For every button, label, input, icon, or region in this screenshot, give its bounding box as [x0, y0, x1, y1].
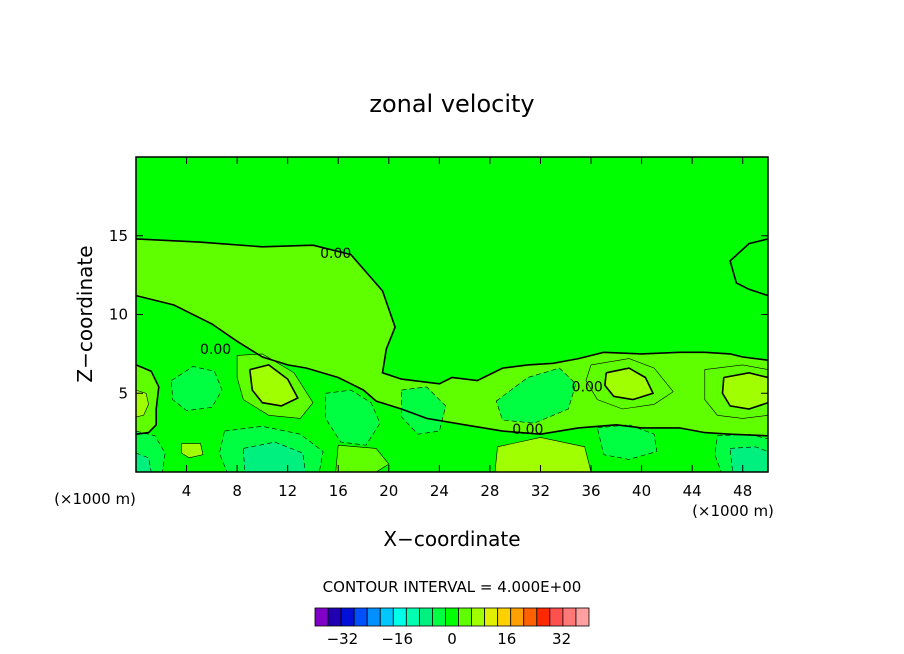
x-tick-label: 12 [278, 482, 297, 500]
colorbar-swatch [575, 607, 590, 627]
chart-title: zonal velocity [369, 90, 534, 118]
x-tick-label: 48 [733, 482, 752, 500]
colorbar-swatch [314, 607, 329, 627]
x-tick-label: 40 [632, 482, 651, 500]
x-axis-ticks: 4 8 12 16 20 24 28 32 36 40 44 48 [182, 157, 752, 500]
colorbar-swatch [484, 607, 499, 627]
colorbar-swatch [549, 607, 564, 627]
x-axis-label: X−coordinate [383, 527, 520, 551]
colorbar-tick-label: −16 [381, 630, 413, 648]
x-tick-label: 28 [480, 482, 499, 500]
colorbar-swatch [523, 607, 538, 627]
colorbar-swatch [497, 607, 512, 627]
y-axis-ticks: 5 10 15 [109, 227, 768, 402]
x-tick-label: 4 [182, 482, 192, 500]
y-tick-label: 10 [109, 306, 128, 324]
plot-area: 0.00 0.00 0.00 0.00 [135, 156, 769, 473]
colorbar-swatch [471, 607, 486, 627]
colorbar-swatch [432, 607, 446, 627]
velocity-field [136, 157, 768, 472]
contour-line [249, 364, 299, 407]
contour-line [723, 371, 768, 379]
field-region [597, 424, 658, 460]
x-unit-right: (×1000 m) [692, 502, 774, 520]
x-tick-label: 32 [531, 482, 550, 500]
contour-labels: 0.00 0.00 0.00 0.00 [200, 246, 603, 438]
field-region [136, 452, 152, 472]
x-tick-label: 16 [329, 482, 348, 500]
field-region [729, 446, 768, 472]
colorbar-swatch [379, 607, 394, 627]
y-tick-label: 15 [109, 227, 128, 245]
colorbar-swatch [366, 607, 381, 627]
contour-label: 0.00 [572, 380, 603, 396]
y-tick-label: 5 [118, 384, 128, 402]
x-tick-label: 8 [232, 482, 242, 500]
contour-line [721, 377, 768, 410]
field-region [181, 443, 204, 459]
x-tick-label: 24 [430, 482, 449, 500]
field-region [325, 389, 381, 446]
x-unit-left: (×1000 m) [54, 490, 136, 508]
colorbar-swatch [405, 607, 420, 627]
field-region [136, 389, 149, 418]
contour-line [604, 367, 655, 401]
contour-line [136, 294, 768, 437]
colorbar-swatch [536, 607, 551, 627]
colorbar-swatch [353, 607, 368, 627]
field-region [494, 437, 592, 472]
colorbar-swatch [458, 607, 472, 627]
colorbar-tick-label: 32 [552, 630, 571, 648]
colorbar-tick-label: −32 [327, 630, 359, 648]
contour-line [136, 364, 160, 435]
colorbar-swatch [340, 607, 355, 627]
colorbar [314, 607, 590, 627]
field-region [495, 367, 577, 424]
colorbar-swatch [392, 607, 407, 627]
field-region [171, 366, 223, 411]
contour-line [136, 238, 768, 385]
contour-lines [136, 238, 768, 437]
x-tick-label: 44 [683, 482, 702, 500]
field-region [335, 444, 390, 472]
contour-label: 0.00 [512, 422, 543, 438]
colorbar-tick-labels: −32 −16 0 16 32 [327, 630, 572, 648]
contour-label: 0.00 [320, 246, 351, 262]
y-axis-label: Z−coordinate [73, 245, 97, 382]
contour-line [729, 238, 768, 297]
contour-label: 0.00 [200, 342, 231, 358]
x-tick-label: 36 [581, 482, 600, 500]
colorbar-swatch [562, 607, 577, 627]
colorbar-tick-label: 0 [447, 630, 457, 648]
colorbar-swatch [510, 607, 525, 627]
colorbar-swatch [418, 607, 433, 627]
field-region [243, 441, 306, 472]
colorbar-swatch [327, 607, 342, 627]
colorbar-tick-label: 16 [497, 630, 516, 648]
field-region [401, 386, 447, 435]
colorbar-swatch [445, 607, 459, 627]
x-tick-label: 20 [379, 482, 398, 500]
contour-interval-label: CONTOUR INTERVAL = 4.000E+00 [323, 578, 582, 596]
